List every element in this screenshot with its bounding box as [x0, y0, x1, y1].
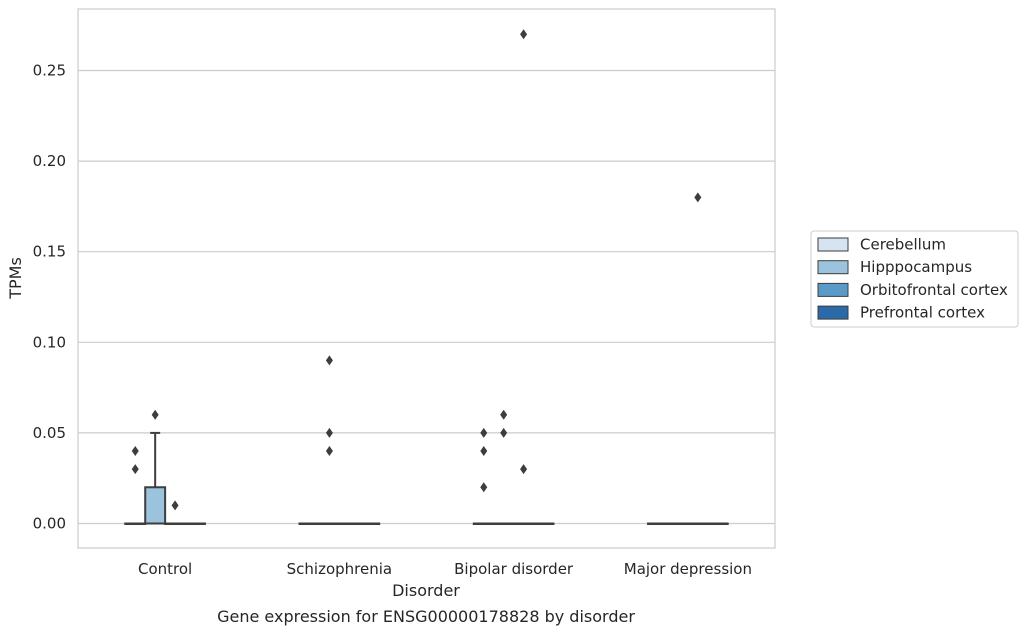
outlier-point: [325, 427, 333, 438]
box-cerebellum: [647, 522, 669, 525]
y-tick-label: 0.05: [33, 424, 66, 442]
outlier-point: [500, 409, 508, 420]
outlier-point: [480, 482, 488, 493]
x-tick-label: Schizophrenia: [287, 560, 392, 578]
outlier-point: [131, 464, 139, 475]
y-axis-label: TPMs: [6, 257, 25, 300]
box-prefrontal-cortex: [706, 522, 729, 525]
x-tick-label: Major depression: [624, 560, 752, 578]
box-hipppocampus: [666, 522, 689, 525]
y-tick-label: 0.00: [33, 515, 66, 533]
box-prefrontal-cortex: [532, 522, 555, 525]
legend-label: Cerebellum: [860, 236, 946, 254]
y-tick-label: 0.20: [33, 152, 66, 170]
box-cerebellum: [298, 522, 321, 525]
outlier-point: [480, 446, 488, 457]
chart-caption: Gene expression for ENSG00000178828 by d…: [217, 607, 635, 626]
legend-label: Hipppocampus: [860, 258, 972, 276]
outlier-point: [151, 409, 159, 420]
legend-label: Orbitofrontal cortex: [860, 281, 1008, 299]
y-tick-label: 0.10: [33, 333, 66, 351]
outlier-point: [500, 427, 508, 438]
outlier-point: [694, 192, 702, 203]
box-prefrontal-cortex: [358, 522, 381, 525]
legend-label: Prefrontal cortex: [860, 304, 985, 322]
outlier-point: [480, 427, 488, 438]
legend-swatch: [817, 305, 849, 320]
legend-frame: [810, 230, 1019, 328]
x-axis-label: Disorder: [392, 581, 460, 600]
outlier-point: [171, 500, 179, 511]
outlier-point: [131, 446, 139, 457]
box-cerebellum: [124, 446, 147, 525]
x-tick-label: Bipolar disorder: [454, 560, 574, 578]
box-cerebellum: [472, 427, 495, 525]
box-orbitofrontal-cortex: [164, 500, 187, 525]
y-tick-label: 0.15: [33, 243, 66, 261]
box-hipppocampus: [144, 409, 167, 525]
outlier-point: [325, 446, 333, 457]
legend-swatch: [817, 282, 849, 297]
box-prefrontal-cortex: [184, 522, 206, 525]
outlier-point: [520, 29, 528, 40]
x-tick-labels: Control Schizophrenia Bipolar disorder Majo…: [138, 560, 752, 578]
outlier-point: [325, 355, 333, 366]
y-tick-labels: 0.00 0.05 0.10 0.15 0.20 0.25: [33, 62, 66, 533]
outlier-point: [520, 464, 528, 475]
legend-swatch: [817, 260, 849, 275]
x-tick-label: Control: [138, 560, 192, 578]
box-plots: [124, 29, 729, 525]
legend: Cerebellum Hipppocampus Orbitofrontal cort…: [810, 230, 1019, 328]
box-orbitofrontal-cortex: [512, 29, 535, 525]
plot-area: [78, 9, 775, 548]
box-orbitofrontal-cortex: [338, 522, 361, 525]
y-tick-label: 0.25: [33, 62, 66, 80]
box-body: [144, 486, 167, 525]
legend-swatch: [817, 237, 849, 252]
plot-frame: [77, 8, 776, 549]
box-orbitofrontal-cortex: [686, 192, 709, 525]
